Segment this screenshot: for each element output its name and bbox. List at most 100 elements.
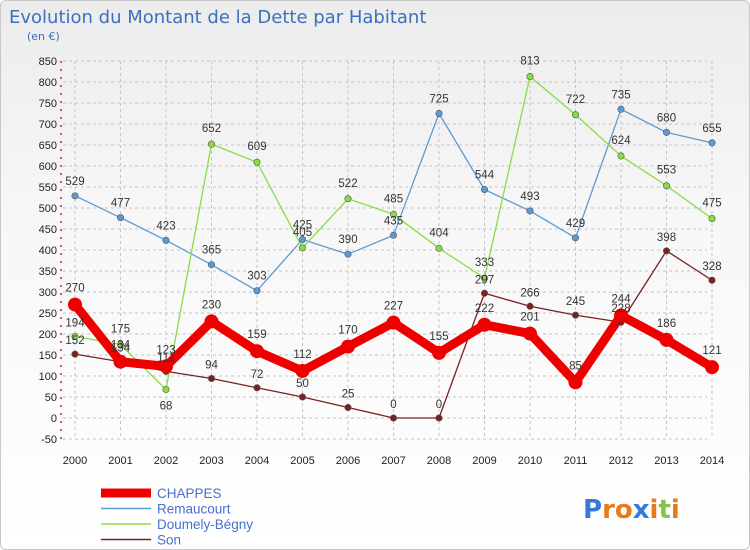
data-label-chappes: 244 (611, 294, 631, 306)
y-tick-label: 750 (39, 98, 57, 110)
data-label-doumely-b-gny: 175 (111, 324, 130, 336)
data-label-remaucourt: 655 (702, 123, 721, 135)
x-tick-label: 2005 (290, 455, 314, 467)
x-tick-label: 2008 (427, 455, 451, 467)
data-label-chappes: 270 (65, 283, 84, 295)
x-tick-label: 2000 (63, 455, 87, 467)
data-point-doumely-b-gny (526, 73, 534, 81)
y-tick-label: 250 (39, 308, 57, 320)
data-label-son: 50 (296, 378, 309, 390)
data-label-remaucourt: 544 (475, 170, 495, 182)
data-point-remaucourt (571, 234, 579, 242)
x-axis: 2000 2001 2002 2003 2004 2005 2006 2007 2008 2009… (63, 455, 724, 467)
x-tick-label: 2009 (472, 455, 496, 467)
data-label-doumely-b-gny: 194 (65, 318, 85, 330)
x-tick-label: 2006 (336, 455, 360, 467)
data-point-son (480, 289, 488, 297)
data-point-chappes (386, 315, 401, 330)
data-point-doumely-b-gny (708, 215, 716, 223)
data-label-doumely-b-gny: 553 (657, 165, 676, 177)
data-point-doumely-b-gny (617, 152, 625, 160)
data-label-doumely-b-gny: 722 (566, 94, 585, 106)
y-tick-label: 50 (45, 392, 57, 404)
y-tick-label: 400 (39, 245, 57, 257)
data-point-son (253, 384, 261, 392)
data-point-chappes (204, 314, 219, 329)
y-tick-label: 550 (39, 182, 57, 194)
legend-label-doumely-b-gny: Doumely-Bégny (157, 517, 253, 532)
x-tick-label: 2004 (245, 455, 269, 467)
data-point-son (662, 247, 670, 255)
data-label-doumely-b-gny: 333 (475, 257, 494, 269)
data-label-doumely-b-gny: 475 (702, 198, 721, 210)
data-labels: 529 477 423 365 303 425 390 435 725 544 493 429 735 6… (65, 56, 721, 413)
legend-label-chappes: CHAPPES (157, 486, 222, 501)
data-label-son: 25 (342, 389, 355, 401)
data-label-chappes: 201 (520, 312, 539, 324)
x-tick-label: 2007 (381, 455, 405, 467)
data-point-remaucourt (389, 231, 397, 239)
legend-label-remaucourt: Remaucourt (157, 502, 231, 517)
data-label-doumely-b-gny: 522 (338, 178, 357, 190)
data-label-son: 228 (611, 303, 630, 315)
data-label-son: 328 (702, 261, 721, 273)
data-label-remaucourt: 725 (429, 94, 448, 106)
data-label-chappes: 186 (657, 318, 676, 330)
data-label-chappes: 134 (111, 340, 131, 352)
data-label-son: 0 (390, 399, 396, 411)
data-label-doumely-b-gny: 609 (247, 141, 266, 153)
data-point-doumely-b-gny (435, 244, 443, 252)
data-point-doumely-b-gny (253, 158, 261, 166)
data-point-remaucourt (617, 105, 625, 113)
data-label-son: 152 (65, 335, 84, 347)
data-label-doumely-b-gny: 652 (202, 123, 221, 135)
x-tick-label: 2014 (700, 455, 724, 467)
data-label-chappes: 85 (569, 360, 582, 372)
data-point-son (71, 350, 79, 358)
y-tick-label: 850 (39, 56, 57, 68)
data-label-son: 111 (157, 352, 174, 364)
y-tick-label: 200 (39, 329, 57, 341)
data-label-doumely-b-gny: 624 (611, 135, 631, 147)
data-point-chappes (659, 332, 674, 347)
data-label-chappes: 112 (293, 349, 311, 361)
data-label-doumely-b-gny: 68 (160, 400, 173, 412)
y-tick-label: 100 (39, 371, 57, 383)
x-tick-label: 2003 (199, 455, 223, 467)
data-point-chappes (432, 345, 446, 360)
y-tick-label: 700 (39, 119, 57, 131)
data-label-remaucourt: 529 (65, 176, 84, 188)
y-tick-label: -50 (41, 434, 57, 446)
data-point-chappes (159, 359, 173, 374)
data-point-doumely-b-gny (344, 195, 352, 203)
data-label-remaucourt: 425 (293, 220, 312, 232)
y-tick-label: 450 (39, 224, 57, 236)
data-point-doumely-b-gny (389, 210, 397, 218)
data-point-doumely-b-gny (162, 385, 170, 393)
data-point-remaucourt (344, 250, 352, 258)
data-point-doumely-b-gny (298, 244, 306, 252)
data-point-chappes (68, 297, 82, 312)
data-label-chappes: 123 (156, 344, 175, 356)
data-label-remaucourt: 365 (202, 245, 221, 257)
data-point-remaucourt (71, 192, 79, 200)
data-label-doumely-b-gny: 485 (384, 193, 403, 205)
data-point-remaucourt (480, 186, 488, 194)
x-tick-label: 2013 (654, 455, 678, 467)
grid (63, 60, 713, 440)
data-label-son: 297 (475, 274, 494, 286)
y-tick-label: 500 (39, 203, 57, 215)
data-label-son: 134 (111, 343, 131, 355)
data-point-chappes (250, 344, 264, 359)
data-point-doumely-b-gny (208, 140, 216, 148)
data-label-chappes: 159 (247, 329, 266, 341)
data-point-remaucourt (662, 128, 670, 136)
data-label-remaucourt: 390 (338, 234, 357, 246)
data-label-doumely-b-gny: 813 (520, 56, 539, 68)
data-point-chappes (295, 363, 310, 378)
proxiti-logo: Proxiti (583, 495, 680, 525)
y-tick-label: 650 (39, 140, 57, 152)
data-label-chappes: 230 (202, 299, 221, 311)
